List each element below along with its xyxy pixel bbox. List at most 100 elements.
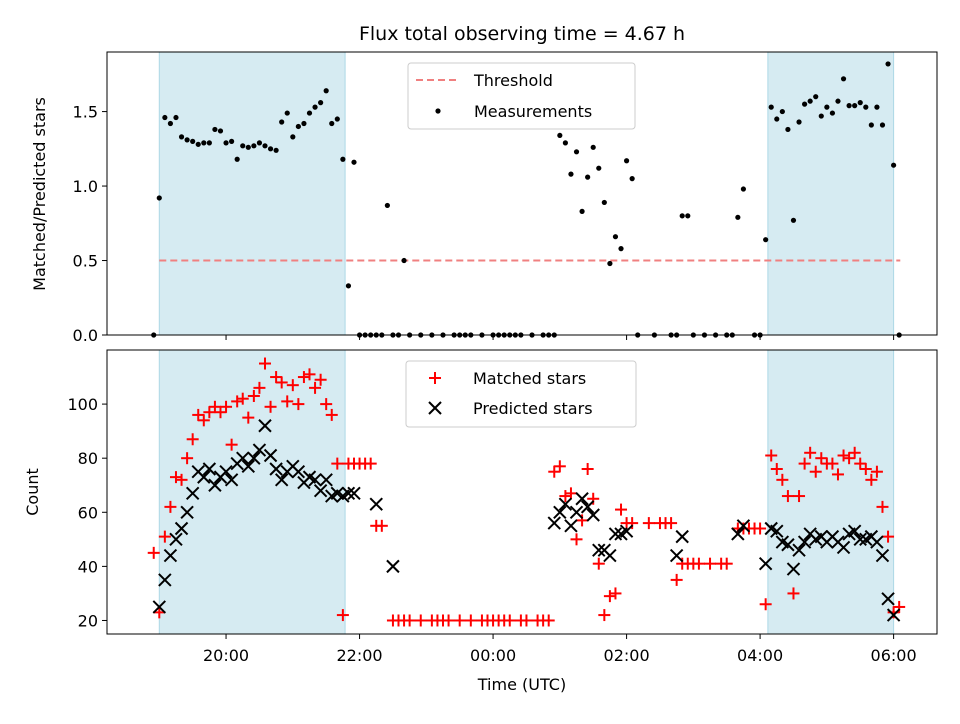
measurement-point (768, 104, 774, 110)
matched-star-marker (798, 457, 811, 470)
measurement-point (735, 214, 741, 220)
matched-star-marker (286, 379, 299, 392)
predicted-star-marker (252, 443, 267, 457)
bottom-y-tick-label: 80 (78, 449, 98, 468)
matched-star-marker (247, 389, 260, 402)
predicted-star-marker (564, 519, 578, 533)
matched-star-marker (559, 490, 572, 503)
matched-star-marker (598, 609, 611, 622)
matched-star-marker (314, 373, 327, 386)
bottom-legend-box (405, 360, 637, 428)
bottom-y-tick-label: 20 (78, 611, 98, 630)
measurement-point (802, 101, 808, 107)
bottom-y-axis-label: Count (23, 468, 42, 516)
measurement-point (607, 260, 613, 267)
matched-star-marker (642, 517, 655, 530)
measurement-point (245, 144, 251, 150)
measurement-point (290, 134, 296, 140)
measurement-point (579, 208, 585, 214)
matched-star-marker (576, 514, 589, 527)
top-y-tick-label: 0.0 (73, 326, 98, 345)
measurement-point (885, 61, 891, 67)
predicted-star-marker (185, 486, 200, 501)
predicted-star-marker (558, 497, 573, 511)
predicted-star-marker (219, 465, 233, 479)
x-tick-label: 06:00 (871, 646, 917, 665)
predicted-star-marker (586, 508, 600, 522)
matched-star-marker (203, 406, 216, 419)
predicted-star-marker (731, 527, 745, 541)
predicted-star-marker (224, 473, 239, 487)
measurement-point (295, 123, 301, 130)
matched-star-marker (692, 557, 705, 570)
measurement-point (863, 104, 869, 110)
top-shaded-intervals (158, 51, 895, 336)
measurement-point (240, 143, 246, 149)
measurement-point (312, 104, 318, 110)
matched-star-marker (720, 557, 733, 570)
predicted-star-marker (269, 462, 283, 476)
measurement-point (813, 94, 819, 100)
count-points (147, 357, 906, 627)
predicted-star-marker (619, 524, 634, 538)
measurement-point (329, 120, 335, 127)
matched-star-marker (837, 449, 850, 462)
measurement-point (234, 156, 240, 162)
predicted-star-marker (786, 562, 801, 576)
measurement-point (829, 110, 836, 116)
measurement-point (267, 146, 274, 152)
measurement-point (184, 137, 190, 143)
predicted-star-marker (847, 524, 862, 538)
predicted-star-marker (797, 535, 812, 549)
matched-star-marker (754, 522, 767, 535)
shaded-interval (158, 51, 346, 336)
matched-star-marker (882, 530, 895, 543)
measurement-point (340, 156, 346, 162)
measurement-point (262, 143, 268, 149)
measurement-point (256, 140, 263, 146)
bottom-panel: 20 40 60 80 100 20:00 22:00 00:00 02:00 04:00 06:… (23, 349, 938, 694)
measurement-point (557, 132, 563, 139)
x-tick-label: 04:00 (737, 646, 783, 665)
matched-star-marker (220, 400, 233, 413)
matched-star-marker (225, 438, 238, 451)
shaded-interval (767, 51, 895, 336)
top-panel: 0.0 0.5 1.0 1.5 Matched/Predicted stars Thr… (30, 51, 938, 345)
matched-star-marker (831, 468, 844, 481)
predicted-star-marker (580, 500, 595, 514)
bottom-y-ticks: 20 40 60 80 100 (67, 395, 107, 630)
measurement-point (618, 246, 624, 252)
measurement-point (568, 171, 574, 177)
predicted-star-marker (592, 543, 606, 557)
predicted-star-marker (853, 532, 867, 547)
matched-star-marker (192, 408, 205, 421)
measurement-point (195, 141, 201, 147)
predicted-star-marker (247, 451, 261, 465)
predicted-star-marker (675, 529, 689, 544)
matched-star-marker (175, 473, 188, 486)
x-tick-label: 20:00 (203, 646, 249, 665)
shaded-interval (158, 349, 346, 635)
predicted-star-marker (870, 535, 884, 549)
predicted-star-marker (792, 543, 806, 557)
measurement-point (323, 88, 329, 94)
measurement-point (212, 126, 218, 133)
measurement-point (874, 104, 880, 110)
measurement-point (401, 257, 407, 264)
predicted-star-marker (241, 459, 256, 474)
matched-star-marker (331, 457, 344, 470)
x-tick-label: 22:00 (337, 646, 383, 665)
measurement-point (217, 128, 224, 134)
matched-star-marker (765, 449, 778, 462)
measurement-point (852, 103, 858, 109)
matched-star-marker (770, 463, 783, 476)
predicted-star-marker (308, 473, 322, 487)
predicted-star-marker (608, 527, 623, 541)
matched-star-marker (609, 587, 622, 600)
measurement-point (818, 113, 824, 119)
matched-star-marker (208, 400, 221, 413)
matched-star-marker (181, 452, 194, 465)
measurement-points (151, 61, 902, 338)
matched-star-marker (815, 452, 828, 465)
measurements-legend-marker (435, 108, 441, 114)
